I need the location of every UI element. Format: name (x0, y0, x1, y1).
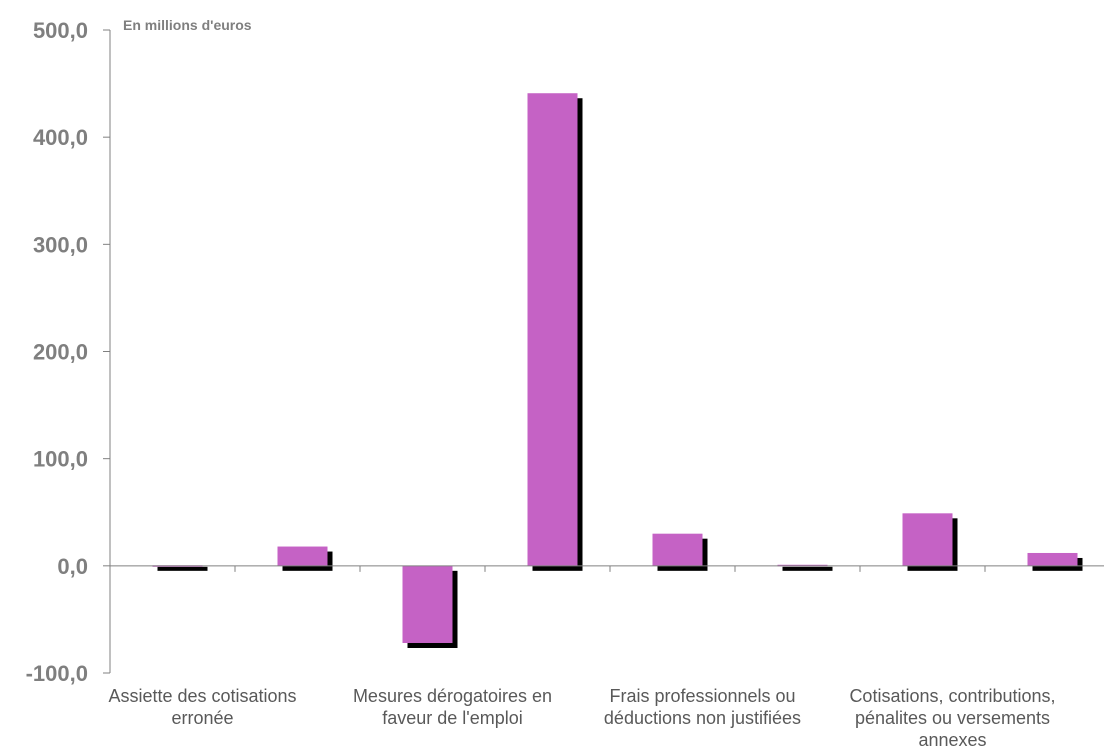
x-tick-label: Frais professionnels ou déductions non ju… (604, 686, 801, 728)
x-tick-label-line: faveur de l'emploi (382, 708, 523, 728)
bar (902, 513, 953, 566)
y-tick-label: 0,0 (57, 554, 88, 579)
y-tick-label: 200,0 (33, 340, 88, 365)
x-tick-label: Cotisations, contributions, pénalites ou … (849, 686, 1055, 750)
y-tick-label: 400,0 (33, 125, 88, 150)
y-tick-label: 100,0 (33, 447, 88, 472)
bar (527, 93, 578, 566)
bar-shadow (782, 566, 833, 571)
x-tick-label-line: Frais professionnels ou (609, 686, 795, 706)
y-axis-unit-label: En millions d'euros (123, 17, 252, 33)
x-tick-label-line: pénalites ou versements (855, 708, 1050, 728)
axes (109, 30, 1104, 673)
x-tick-label-line: Mesures dérogatoires en (353, 686, 552, 706)
x-tick-label-line: Assiette des cotisations (108, 686, 296, 706)
y-tick-label: 300,0 (33, 232, 88, 257)
y-tick-label: -100,0 (26, 661, 88, 686)
bar (402, 565, 453, 643)
y-tick-label: 500,0 (33, 18, 88, 43)
bar (277, 546, 328, 566)
bars (152, 93, 1078, 643)
x-tick-label-line: annexes (918, 730, 986, 750)
bar (652, 533, 703, 566)
x-axis-labels: Assiette des cotisations erronée Mesures d… (108, 686, 1055, 750)
x-tick-label-line: déductions non justifiées (604, 708, 801, 728)
bar (1027, 552, 1078, 566)
x-tick-label: Mesures dérogatoires en faveur de l'emplo… (353, 686, 552, 728)
x-tick-label-line: Cotisations, contributions, (849, 686, 1055, 706)
y-axis-ticks: -100,0 0,0 100,0 200,0 300,0 400,0 500,0 (26, 18, 110, 686)
x-tick-label: Assiette des cotisations erronée (108, 686, 296, 728)
bar-shadow (157, 566, 208, 571)
x-tick-label-line: erronée (171, 708, 233, 728)
